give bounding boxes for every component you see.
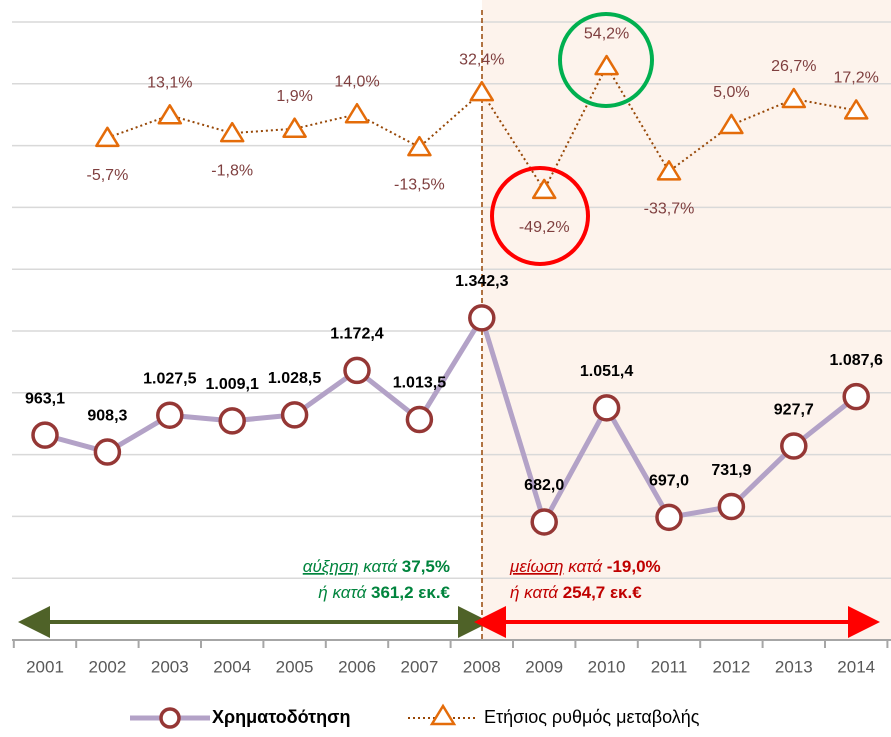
annotation: ή κατά 254,7 εκ.€ [510, 583, 642, 602]
legend-label: Χρηματοδότηση [212, 707, 351, 727]
marker [655, 503, 683, 532]
shade [482, 0, 891, 640]
marker [282, 117, 307, 138]
x-tick-label: 2007 [400, 657, 438, 676]
x-tick-label: 2006 [338, 657, 376, 676]
marker [781, 87, 807, 109]
data-label: 1.009,1 [206, 376, 259, 393]
annotation-amount: 361,2 εκ.€ [371, 583, 451, 602]
marker [343, 356, 371, 385]
annotation-or: ή κατά [510, 583, 559, 602]
highlight-circle [490, 166, 590, 266]
marker [842, 382, 870, 411]
marker [843, 99, 869, 120]
marker [592, 394, 621, 422]
data-label: 32,4% [459, 51, 504, 68]
annotation-by: κατά [363, 557, 398, 576]
marker [156, 401, 184, 429]
marker [468, 304, 496, 332]
grid: 2001 2002 2003 2004 2005 2006 2007 2008 2009 2010… [12, 21, 891, 676]
data-label: 1,9% [276, 88, 312, 105]
annotation-word: μείωση [509, 557, 564, 576]
marker [531, 178, 557, 200]
data-label: 731,9 [711, 462, 751, 479]
marker [405, 405, 434, 434]
data-label: 1.013,5 [393, 375, 446, 392]
data-label: 1.172,4 [330, 326, 383, 343]
legend-label: Ετήσιος ρυθμός μεταβολής [484, 707, 700, 727]
annotation: αύξηση κατά 37,5% [303, 557, 450, 576]
data-label: 26,7% [771, 58, 816, 75]
marker [93, 438, 122, 466]
data-label: 1.087,6 [830, 352, 883, 369]
data-label: -49,2% [519, 219, 570, 236]
annotation: ή κατά 361,2 εκ.€ [318, 583, 450, 602]
data-label: 14,0% [334, 73, 379, 90]
data-label: -1,8% [211, 162, 253, 179]
marker [717, 492, 746, 521]
annotation-pct: -19,0% [607, 557, 661, 576]
data-label: 1.028,5 [268, 370, 321, 387]
annotation-amount: 254,7 εκ.€ [563, 583, 643, 602]
annotation-by: κατά [568, 557, 603, 576]
annotation-pct: 37,5% [402, 557, 450, 576]
marker [780, 432, 808, 460]
marker [157, 104, 183, 125]
marker [31, 421, 59, 449]
x-tick-label: 2009 [525, 657, 563, 676]
data-label: 682,0 [524, 477, 564, 494]
annotation: μείωση κατά -19,0% [509, 557, 661, 576]
x-tick-label: 2008 [463, 657, 501, 676]
data-label: -33,7% [644, 201, 695, 218]
marker [344, 102, 370, 124]
data-label: 697,0 [649, 473, 689, 490]
data-label: 54,2% [584, 25, 629, 42]
x-tick-label: 2005 [276, 657, 314, 676]
marker [469, 80, 495, 102]
data-label: 1.051,4 [580, 363, 633, 380]
x-tick-label: 2012 [712, 657, 750, 676]
data-label: 13,1% [147, 75, 192, 92]
data-label: 1.342,3 [455, 273, 508, 290]
data-label: 908,3 [87, 407, 127, 424]
marker [407, 135, 432, 157]
data-label: 5,0% [713, 84, 749, 101]
x-tick-label: 2003 [151, 657, 189, 676]
data-label: 963,1 [25, 390, 65, 407]
marker [218, 407, 246, 435]
data-label: -5,7% [87, 167, 129, 184]
marker [719, 113, 744, 135]
data-label: -13,5% [394, 176, 445, 193]
x-tick-label: 2014 [837, 657, 875, 676]
x-tick-label: 2002 [88, 657, 126, 676]
marker [656, 160, 682, 181]
legend: Χρηματοδότηση Ετήσιος ρυθμός μεταβολής [130, 703, 700, 729]
marker [594, 54, 619, 76]
data-label: 927,7 [774, 401, 814, 418]
plot: 963,1 908,3 1.027,5 1.009,1 1.028,5 1.172,4 1.… [25, 25, 883, 536]
highlight-circle [558, 12, 654, 108]
legend-marker [159, 707, 181, 729]
data-label: 17,2% [834, 70, 879, 87]
marker [95, 126, 120, 148]
data-label: 1.027,5 [143, 370, 196, 387]
annotation-or: ή κατά [318, 583, 367, 602]
legend-marker [429, 703, 457, 726]
x-tick-label: 2001 [26, 657, 64, 676]
x-tick-label: 2013 [775, 657, 813, 676]
marker [219, 121, 245, 143]
annotation-word: αύξηση [303, 557, 359, 576]
marker [280, 401, 309, 429]
marker [530, 508, 558, 536]
x-tick-label: 2004 [213, 657, 251, 676]
x-tick-label: 2010 [588, 657, 626, 676]
x-tick-label: 2011 [651, 657, 688, 676]
